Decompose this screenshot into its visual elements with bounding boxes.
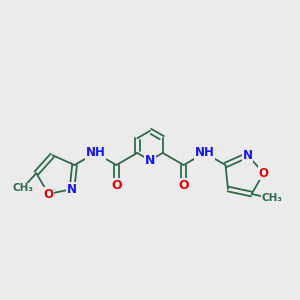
Text: N: N (145, 154, 155, 167)
Text: NH: NH (85, 146, 105, 159)
Text: NH: NH (195, 146, 214, 159)
Text: O: O (111, 179, 122, 192)
Text: O: O (259, 167, 269, 180)
Text: N: N (67, 182, 77, 196)
Text: CH₃: CH₃ (12, 183, 33, 194)
Text: N: N (242, 149, 253, 162)
Text: O: O (44, 188, 53, 200)
Text: O: O (178, 179, 189, 192)
Text: CH₃: CH₃ (261, 193, 282, 203)
